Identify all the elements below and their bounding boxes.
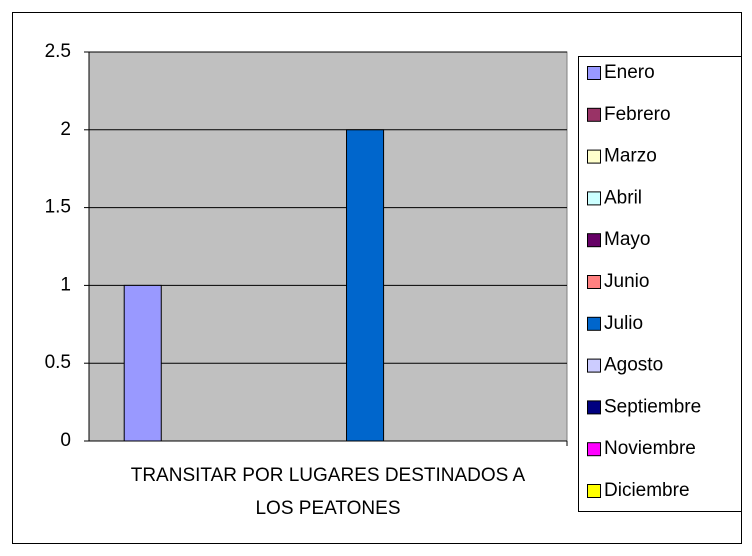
- legend-label: Enero: [604, 62, 655, 83]
- y-tick-label: 1: [60, 274, 71, 295]
- plot-area: [88, 51, 568, 442]
- legend-swatch: [587, 107, 601, 122]
- legend-label: Noviembre: [604, 438, 696, 459]
- legend-swatch: [587, 66, 601, 80]
- legend-label: Agosto: [604, 355, 663, 376]
- legend-swatch: [587, 233, 601, 248]
- legend-swatch: [587, 275, 601, 289]
- legend-label: Diciembre: [604, 480, 690, 501]
- legend-label: Abril: [604, 187, 642, 208]
- legend-label: Febrero: [604, 104, 671, 125]
- legend-swatch: [587, 484, 601, 498]
- y-tick-label: 2.5: [45, 41, 71, 62]
- legend-box: [578, 56, 742, 512]
- legend-label: Julio: [604, 313, 643, 334]
- y-tick-label: 0.5: [45, 352, 71, 373]
- y-tick-label: 0: [60, 430, 71, 451]
- legend-swatch: [587, 358, 601, 373]
- y-tick-label: 2: [60, 119, 71, 140]
- bar: [346, 129, 385, 442]
- y-tick-label: 1.5: [45, 197, 71, 218]
- legend-swatch: [587, 191, 601, 206]
- legend-label: Marzo: [604, 146, 657, 167]
- legend-label: Mayo: [604, 229, 650, 250]
- x-label-box: TRANSITAR POR LUGARES DESTINADOS A LOS P…: [130, 465, 526, 519]
- legend-swatch: [587, 316, 601, 331]
- legend-swatch: [587, 400, 601, 415]
- legend-label: Septiembre: [604, 396, 701, 417]
- bar: [123, 284, 162, 442]
- legend-swatch: [587, 149, 601, 164]
- legend-swatch: [587, 442, 601, 457]
- legend-label: Junio: [604, 271, 649, 292]
- x-tick-label: TRANSITAR POR LUGARES DESTINADOS A LOS P…: [130, 465, 526, 519]
